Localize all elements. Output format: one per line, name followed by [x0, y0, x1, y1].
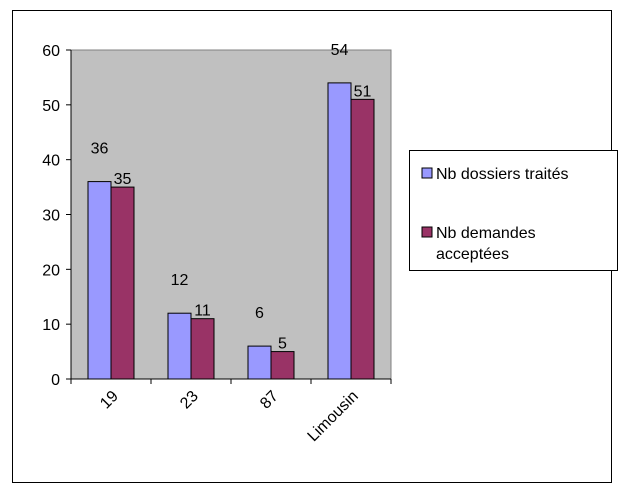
legend-box: [409, 150, 618, 271]
y-tick-label: 0: [51, 372, 60, 389]
y-tick-label: 10: [42, 317, 60, 334]
y-tick-label: 60: [42, 43, 60, 60]
data-label: 12: [171, 272, 189, 289]
bar-limousin-series-0: [327, 82, 352, 380]
data-label: 6: [255, 305, 264, 322]
bar-23-series-1: [190, 318, 215, 380]
bars: [87, 82, 375, 380]
data-labels: 36 12 6 54 35 11 5 51: [91, 42, 372, 353]
data-label: 5: [278, 336, 287, 353]
legend: Nb dossiers traités Nb demandes acceptées: [409, 150, 618, 271]
data-label: 54: [331, 42, 349, 59]
legend-swatch-nb-dossiers: [421, 167, 433, 179]
legend-label-nb-dossiers: Nb dossiers traités: [436, 166, 569, 183]
y-tick-label: 50: [42, 98, 60, 115]
y-tick-label: 20: [42, 262, 60, 279]
legend-label-nb-demandes: Nb demandes acceptées: [436, 225, 536, 263]
bar-23-series-0: [167, 312, 192, 380]
bar-19-series-1: [110, 186, 135, 380]
y-tick-label: 30: [42, 208, 60, 225]
y-tick-label: 40: [42, 153, 60, 170]
data-label: 35: [114, 171, 132, 188]
bar-87-series-0: [247, 345, 272, 380]
axis-ticks: 0 10 20 30 40 50 60: [42, 43, 392, 389]
bar-19-series-0: [87, 181, 112, 380]
data-label: 11: [194, 303, 211, 320]
data-label: 36: [91, 141, 109, 158]
legend-swatch-nb-demandes: [421, 226, 433, 238]
bar-87-series-1: [270, 351, 295, 380]
data-label: 51: [354, 83, 372, 100]
bar-limousin-series-1: [350, 98, 375, 380]
